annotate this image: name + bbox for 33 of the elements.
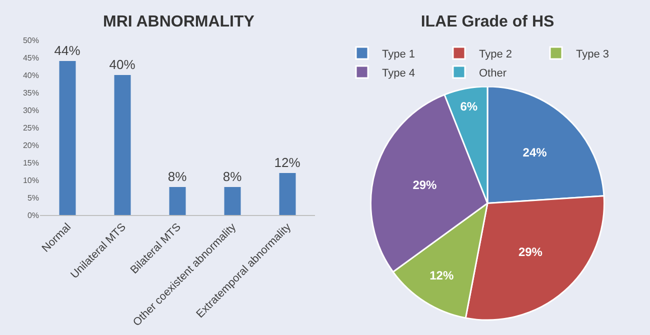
data-label: 8% bbox=[168, 169, 188, 184]
chart-title: MRI ABNORMALITY bbox=[103, 13, 255, 30]
data-label: 44% bbox=[54, 43, 81, 58]
y-tick-label: 40% bbox=[22, 70, 39, 80]
y-tick-label: 30% bbox=[22, 106, 39, 115]
y-tick-label: 50% bbox=[22, 36, 39, 45]
legend-label: Type 3 bbox=[576, 48, 610, 60]
legend-label: Type 1 bbox=[382, 48, 416, 60]
data-label: 29% bbox=[518, 245, 543, 260]
bar bbox=[224, 187, 241, 215]
chart-title: ILAE Grade of HS bbox=[420, 13, 554, 30]
y-tick-label: 25% bbox=[22, 123, 39, 132]
bar bbox=[114, 75, 131, 215]
data-label: 12% bbox=[274, 155, 301, 170]
y-tick-label: 10% bbox=[22, 176, 39, 185]
y-tick-label: 5% bbox=[27, 193, 39, 202]
bar bbox=[169, 187, 186, 215]
data-label: 8% bbox=[222, 169, 242, 184]
legend-label: Other bbox=[479, 67, 507, 80]
data-label: 29% bbox=[412, 178, 438, 192]
data-label: 40% bbox=[109, 57, 136, 72]
bar bbox=[279, 173, 296, 215]
y-tick-label: 20% bbox=[22, 140, 39, 150]
data-label: 6% bbox=[460, 100, 478, 114]
data-label: 24% bbox=[522, 146, 548, 160]
y-tick-label: 15% bbox=[22, 158, 39, 168]
y-tick-label: 45% bbox=[22, 53, 39, 62]
legend-label: Type 2 bbox=[479, 48, 512, 60]
data-label: 12% bbox=[430, 268, 454, 282]
legend-label: Type 4 bbox=[382, 67, 416, 80]
y-tick-label: 0% bbox=[27, 210, 39, 220]
y-tick-label: 35% bbox=[22, 88, 39, 98]
bar bbox=[59, 61, 76, 215]
